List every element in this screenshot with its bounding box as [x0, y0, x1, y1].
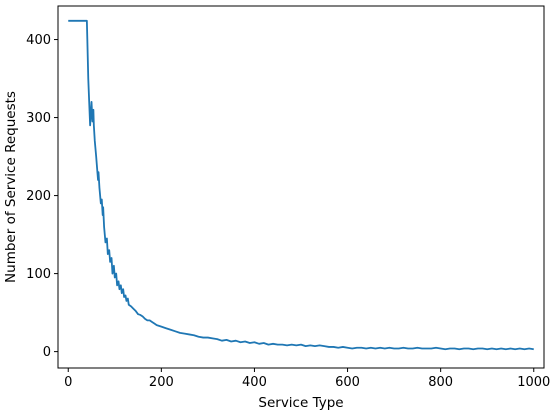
- x-tick-label: 200: [149, 375, 174, 390]
- series-line: [68, 19, 534, 351]
- y-axis-title: Number of Service Requests: [3, 91, 19, 283]
- x-tick-label: 0: [64, 375, 72, 390]
- y-tick-label: 300: [26, 111, 51, 126]
- y-tick-label: 0: [43, 345, 51, 360]
- x-tick-label: 600: [335, 375, 360, 390]
- x-tick-label: 800: [428, 375, 453, 390]
- axes-frame: [57, 5, 545, 369]
- y-tick-label: 200: [26, 189, 51, 204]
- y-tick-label: 100: [26, 267, 51, 282]
- x-axis-title: Service Type: [258, 395, 343, 411]
- x-tick-label: 400: [242, 375, 267, 390]
- y-axis-ticks: 0 100 200 300 400: [26, 33, 58, 360]
- x-axis-ticks: 0 200 400 600 800 1000: [64, 368, 550, 390]
- x-tick-label: 1000: [517, 375, 550, 390]
- plot-data-layer: [68, 19, 534, 351]
- y-tick-label: 400: [26, 33, 51, 48]
